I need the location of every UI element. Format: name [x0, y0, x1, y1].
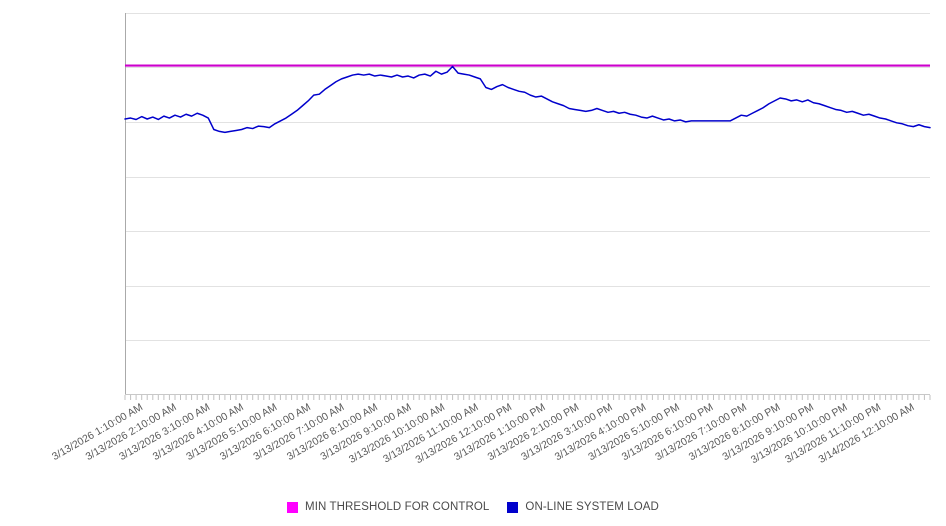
legend-label: MIN THRESHOLD FOR CONTROL [305, 501, 490, 513]
chart-legend: MIN THRESHOLD FOR CONTROL ON-LINE SYSTEM… [0, 496, 946, 518]
legend-item-on-line-system-load[interactable]: ON-LINE SYSTEM LOAD [507, 501, 659, 513]
legend-item-min-threshold-for-control[interactable]: MIN THRESHOLD FOR CONTROL [287, 501, 489, 513]
series-line-on-line-system-load [124, 65, 931, 134]
y-gridlines [125, 13, 930, 341]
legend-swatch-icon [507, 501, 519, 513]
legend-swatch-icon [287, 501, 299, 513]
legend-label: ON-LINE SYSTEM LOAD [525, 501, 659, 513]
plot-background [125, 13, 930, 395]
x-axis-tick-labels: 3/13/2026 1:10:00 AM3/13/2026 2:10:00 AM… [50, 401, 916, 466]
x-axis-ticks [124, 395, 931, 400]
